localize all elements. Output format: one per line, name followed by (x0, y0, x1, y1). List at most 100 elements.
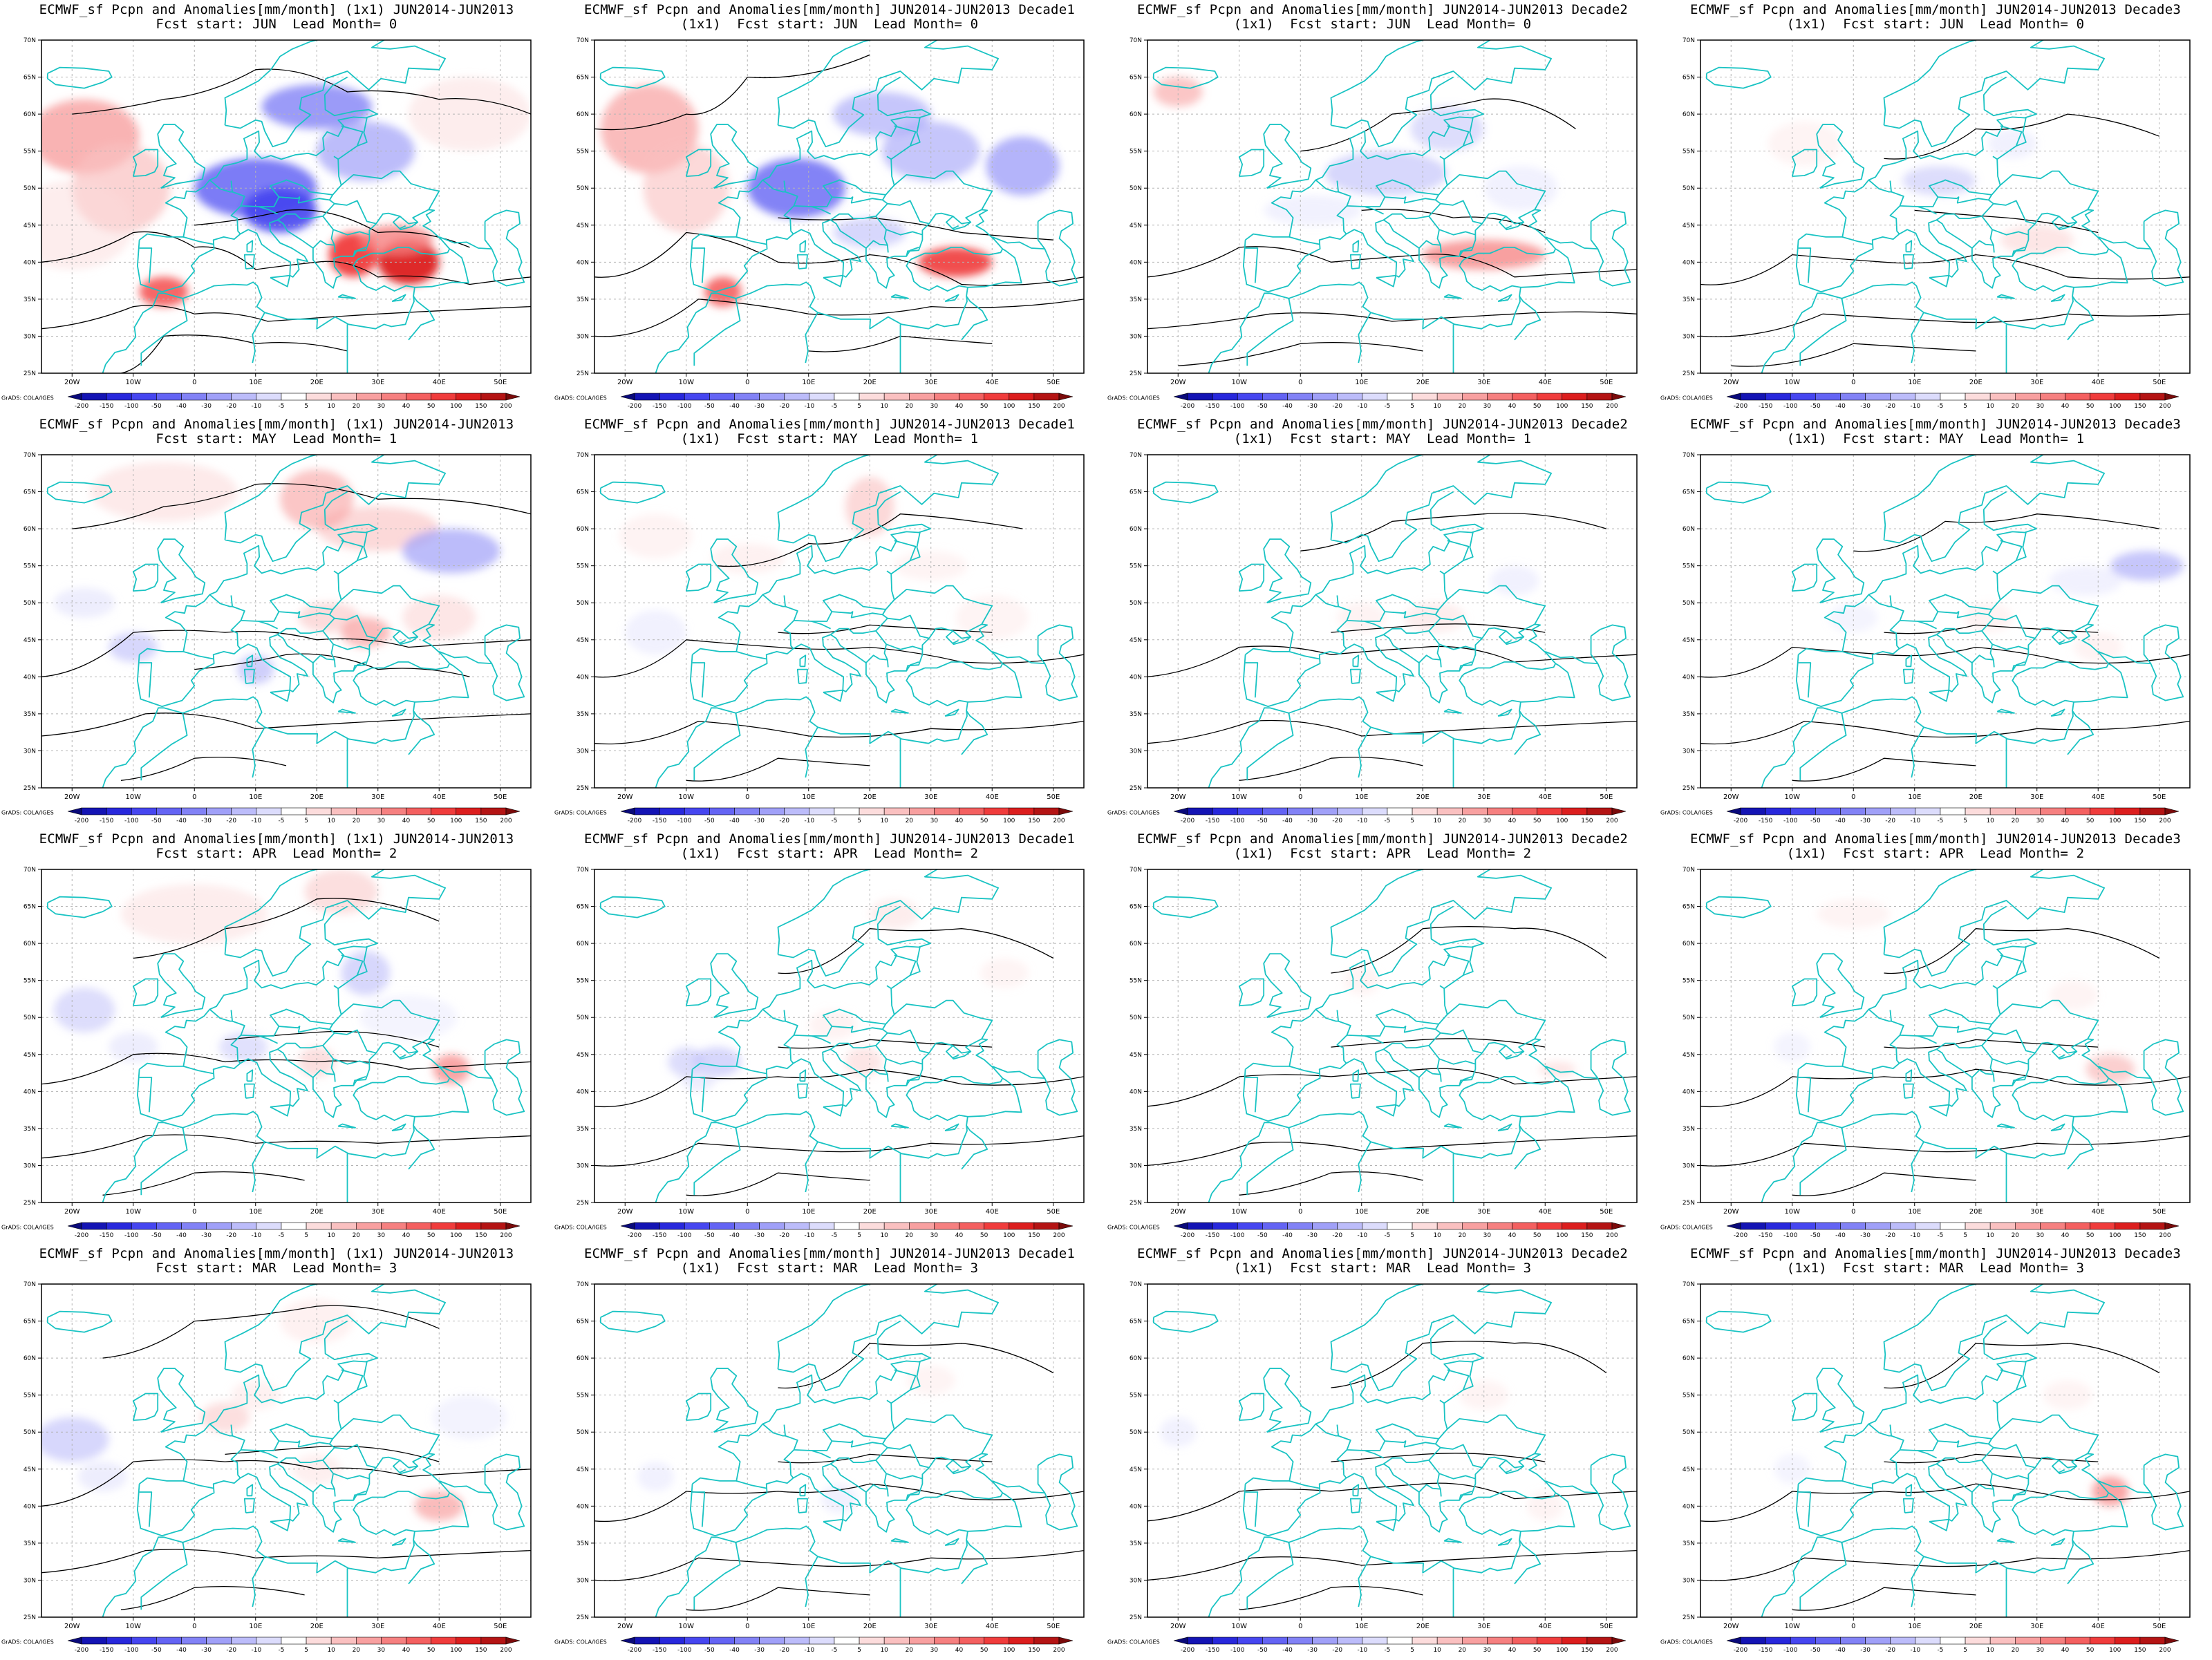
coastline (1889, 1035, 1901, 1064)
colorbar-label: -200 (1734, 1647, 1748, 1654)
coastline (1037, 624, 1078, 701)
colorbar-swatch (355, 393, 382, 401)
colorbar-label: -30 (201, 1647, 212, 1654)
colorbar-label: -100 (1230, 1232, 1245, 1239)
lat-tick-label: 70N (1683, 452, 1695, 459)
coastline (1238, 978, 1265, 1006)
coastline (1883, 455, 2105, 563)
lon-tick-label: 50E (2153, 1208, 2166, 1216)
lat-tick-label: 50N (24, 1429, 36, 1436)
colorbar-swatch (406, 1637, 431, 1645)
colorbar-label: 30 (2036, 1232, 2045, 1239)
colorbar: -200 -150 -100 -50 -40 -30 -20 -10 -5 5 10 20 30 40 50… (1687, 393, 2198, 413)
anomaly-map: 70N 65N 60N 55N 50N 45N 40N 35N 30N 25N 20W 10W 0 10E… (1130, 867, 1638, 1216)
colorbar-swatch (1765, 393, 1791, 401)
coastline (337, 540, 364, 575)
lat-tick-label: 45N (577, 637, 589, 644)
colorbar-swatch (1412, 807, 1438, 815)
colorbar-label: -10 (251, 818, 261, 824)
coastline (1263, 538, 1312, 604)
coastlines (1152, 869, 1631, 1202)
lon-tick-label: 20E (310, 379, 324, 386)
colorbar-label: 100 (2109, 1232, 2121, 1239)
anomaly-patch (808, 1010, 858, 1040)
lon-tick-label: 20W (64, 1623, 80, 1630)
colorbar-swatch (809, 1222, 835, 1230)
map-panel: ECMWF_sf Pcpn and Anomalies[mm/month] JU… (553, 415, 1106, 829)
lon-tick-label: 10W (1784, 379, 1800, 386)
lat-tick-label: 55N (1683, 563, 1695, 570)
coastline (140, 298, 188, 366)
lat-tick-label: 25N (1683, 370, 1695, 377)
anomaly-patch (261, 84, 372, 129)
colorbar-label: -100 (677, 818, 692, 824)
coastline (1428, 618, 1442, 668)
colorbar-swatch (2014, 1637, 2041, 1645)
colorbar-label: -50 (151, 1232, 162, 1239)
lon-tick-label: 10E (1908, 793, 1921, 801)
coastline (1443, 540, 1470, 575)
coastline (408, 1540, 435, 1585)
colorbar-swatch (156, 807, 182, 815)
anomaly-patch (53, 587, 115, 618)
colorbar-arrow-right (505, 1222, 521, 1230)
coastline (1764, 1496, 2074, 1609)
coastline (1902, 668, 1914, 684)
colorbar-label: -5 (831, 818, 837, 824)
coastline (139, 905, 378, 1070)
anomaly-patch (643, 143, 729, 233)
panel-title: ECMWF_sf Pcpn and Anomalies[mm/month] JU… (1659, 832, 2212, 861)
lat-tick-label: 30N (1683, 1577, 1695, 1584)
lat-tick-label: 55N (577, 978, 589, 985)
coastline (1796, 209, 2110, 293)
coastline (2012, 1076, 2025, 1086)
lon-tick-label: 10W (678, 1623, 694, 1630)
lon-tick-label: 10E (1908, 1623, 1921, 1630)
lat-tick-label: 70N (24, 867, 36, 874)
colorbar-label: -30 (201, 403, 212, 410)
grads-credit: GrADS: COLA/IGES (1, 1225, 54, 1231)
coastline (865, 1484, 888, 1493)
colorbar-label: -30 (1307, 403, 1318, 410)
panel-title: ECMWF_sf Pcpn and Anomalies[mm/month] (1… (0, 832, 553, 861)
colorbar-swatch (381, 1222, 406, 1230)
colorbar: -200 -150 -100 -50 -40 -30 -20 -10 -5 5 10 20 30 40 50… (1687, 1637, 2198, 1657)
colorbar-label: 40 (2061, 1232, 2070, 1239)
colorbar-swatch (281, 1222, 307, 1230)
precip-contours (1700, 513, 2190, 782)
contour-line (1239, 756, 1423, 781)
colorbar-swatch (2090, 393, 2116, 401)
contour-line (716, 513, 1023, 567)
colorbar-label: -200 (75, 818, 89, 824)
lon-tick-label: 20W (1723, 379, 1739, 386)
colorbar-swatch (2090, 1637, 2116, 1645)
coastline (1435, 1443, 1483, 1469)
colorbar-label: -20 (1885, 1647, 1895, 1654)
coastline (1988, 1443, 2036, 1469)
colorbar-swatch (1890, 1222, 1916, 1230)
colorbar-label: 200 (2159, 1232, 2171, 1239)
lat-tick-label: 55N (1130, 563, 1142, 570)
coastline (1902, 1498, 1914, 1513)
coastline (1289, 1480, 1320, 1489)
coastline (830, 1457, 877, 1465)
coastline (337, 294, 356, 299)
coastline (438, 1480, 492, 1493)
map-content (594, 40, 1084, 373)
lon-tick-label: 40E (433, 1208, 446, 1216)
lon-tick-label: 50E (1600, 1208, 1613, 1216)
coastline (312, 1484, 335, 1493)
colorbar-label: -5 (278, 818, 284, 824)
colorbar-label: 5 (857, 403, 861, 410)
coastline (1418, 240, 1441, 249)
lat-tick-label: 60N (577, 111, 589, 118)
coastline (1705, 896, 1772, 918)
coastline (762, 179, 786, 193)
colorbar-arrow-right (1611, 1637, 1627, 1645)
coastline (1152, 66, 1219, 89)
lon-tick-label: 30E (1477, 1208, 1490, 1216)
panel-title-line2: Fcst start: MAR Lead Month= 3 (156, 1261, 397, 1276)
colorbar-label: 150 (475, 818, 487, 824)
coastline (1243, 1453, 1557, 1537)
